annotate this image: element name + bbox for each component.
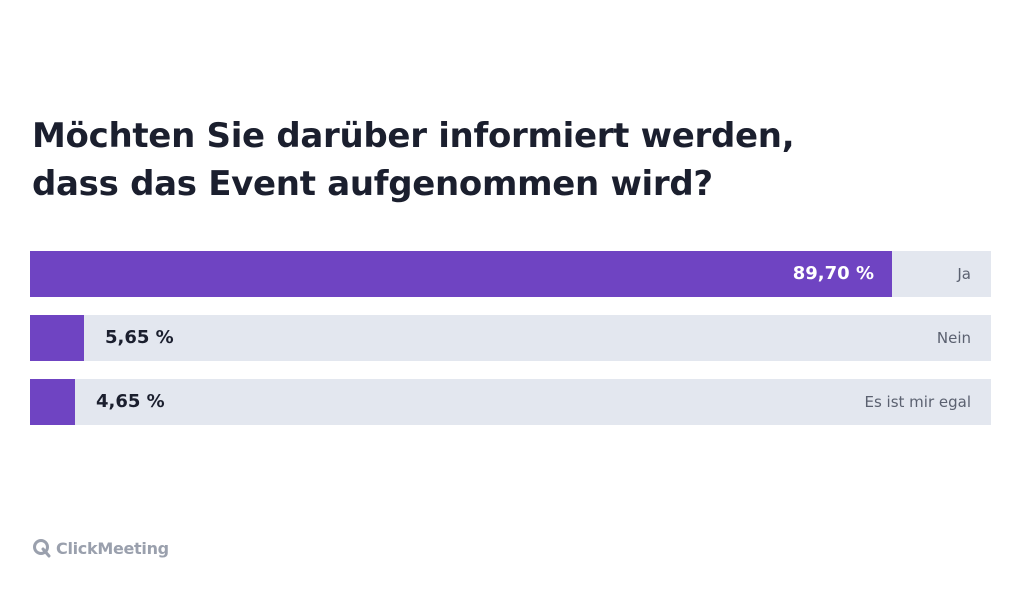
- bar-value-label: 5,65 %: [105, 327, 174, 348]
- chart-title-line-1: Möchten Sie darüber informiert werden,: [32, 116, 795, 156]
- bar-category-label: Es ist mir egal: [864, 393, 971, 411]
- bar-row: 4,65 % Es ist mir egal: [30, 379, 991, 425]
- clickmeeting-logo-icon: [33, 539, 51, 558]
- chart-title-line-2: dass das Event aufgenommen wird?: [32, 164, 713, 204]
- bar-category-label: Ja: [957, 265, 971, 283]
- brand-logo: ClickMeeting: [32, 536, 169, 560]
- bar-category-label: Nein: [936, 329, 971, 347]
- chart-title: Möchten Sie darüber informiert werden, d…: [32, 112, 932, 208]
- bar-row: 89,70 % Ja: [30, 251, 991, 297]
- bar: [30, 379, 75, 425]
- bar-chart: 89,70 % Ja 5,65 % Nein 4,65 % Es ist mir egal: [30, 251, 991, 443]
- bar: [30, 251, 892, 297]
- bar-value-label: 4,65 %: [96, 391, 165, 412]
- bar: [30, 315, 84, 361]
- brand-logo-text: ClickMeeting: [56, 538, 169, 558]
- bar-value-label: 89,70 %: [792, 263, 874, 284]
- bar-row: 5,65 % Nein: [30, 315, 991, 361]
